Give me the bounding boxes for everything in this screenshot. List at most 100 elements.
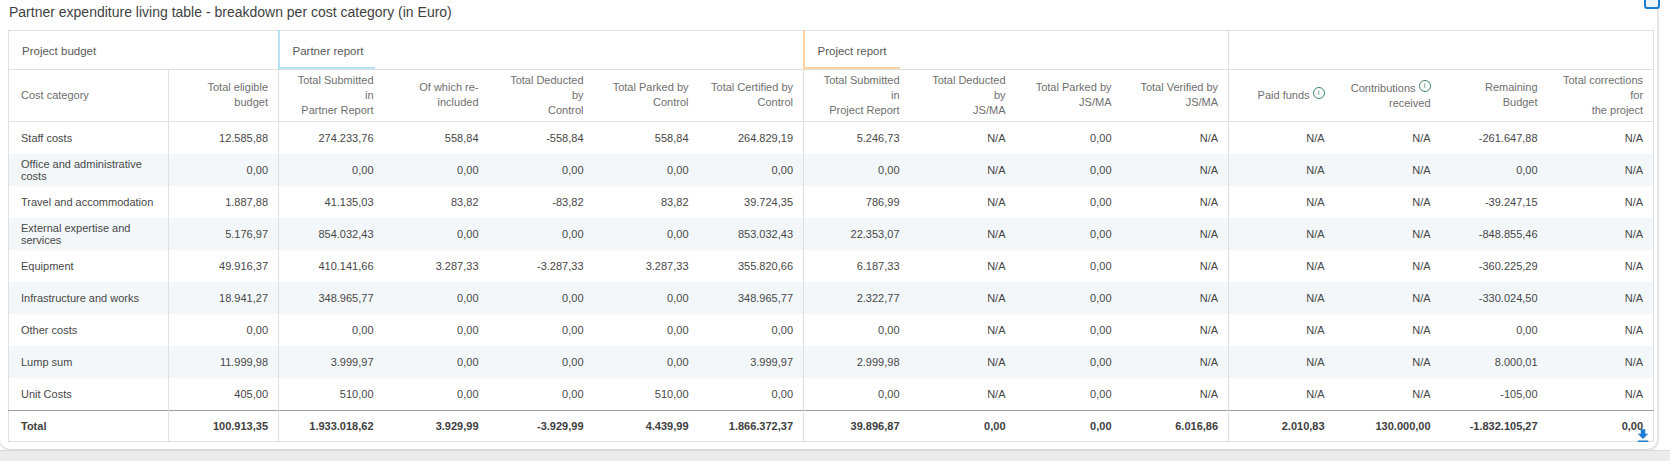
value-cell: -360.225,29 [1441, 250, 1548, 282]
col-header-total-deducted-by-js-ma: Total Deducted byJS/MA [910, 70, 1016, 122]
value-cell: 1.866.372,37 [699, 410, 804, 441]
value-cell: 6.187,33 [804, 250, 910, 282]
cost-category-cell: Total [9, 410, 169, 441]
table-row: Office and administrative costs0,000,000… [9, 154, 1654, 186]
col-header-of-which-re-included: Of which re-included [384, 70, 489, 122]
value-cell: 0,00 [384, 218, 489, 250]
value-cell: -83,82 [489, 186, 594, 218]
value-cell: 0,00 [699, 314, 804, 346]
value-cell: 0,00 [1016, 410, 1122, 441]
value-cell: N/A [1548, 250, 1654, 282]
value-cell: 18.941,27 [169, 282, 279, 314]
value-cell: N/A [1335, 218, 1441, 250]
value-cell: 853.032,43 [699, 218, 804, 250]
cost-category-cell: Equipment [9, 250, 169, 282]
value-cell: N/A [1229, 154, 1335, 186]
page-title: Partner expenditure living table - break… [9, 4, 452, 20]
cost-category-cell: Lump sum [9, 346, 169, 378]
value-cell: N/A [1548, 186, 1654, 218]
value-cell: 0,00 [489, 154, 594, 186]
col-header-total-parked-by-js-ma: Total Parked byJS/MA [1016, 70, 1122, 122]
value-cell: 2.010,83 [1229, 410, 1335, 441]
value-cell: -330.024,50 [1441, 282, 1548, 314]
value-cell: 0,00 [1016, 346, 1122, 378]
value-cell: 0,00 [489, 378, 594, 411]
cost-category-cell: Office and administrative costs [9, 154, 169, 186]
group-label: Partner report [281, 45, 364, 57]
value-cell: N/A [1122, 186, 1229, 218]
value-cell: N/A [1335, 314, 1441, 346]
value-cell: N/A [1229, 250, 1335, 282]
value-cell: N/A [1335, 282, 1441, 314]
value-cell: N/A [910, 314, 1016, 346]
value-cell: 0,00 [1016, 378, 1122, 411]
expenditure-card: Partner expenditure living table - break… [0, 0, 1658, 449]
value-cell: 0,00 [594, 282, 699, 314]
group-underline [804, 67, 900, 70]
cost-category-cell: Staff costs [9, 121, 169, 154]
value-cell: N/A [1229, 314, 1335, 346]
value-cell: -558,84 [489, 121, 594, 154]
cost-category-cell: Unit Costs [9, 378, 169, 411]
value-cell: N/A [1548, 154, 1654, 186]
value-cell: -3.929,99 [489, 410, 594, 441]
value-cell: N/A [1229, 121, 1335, 154]
maximize-icon[interactable] [1644, 0, 1660, 9]
cost-category-cell: Other costs [9, 314, 169, 346]
value-cell: N/A [910, 282, 1016, 314]
value-cell: 0,00 [279, 314, 384, 346]
value-cell: 410.141,66 [279, 250, 384, 282]
table-row: Infrastructure and works18.941,27 348.965… [9, 282, 1654, 314]
value-cell: 0,00 [1441, 314, 1548, 346]
value-cell: N/A [1548, 282, 1654, 314]
value-cell: N/A [1548, 378, 1654, 411]
info-icon[interactable]: i [1419, 80, 1431, 92]
col-header-total-corrections-for-the-project: Total corrections forthe project [1548, 70, 1654, 122]
value-cell: 0,00 [699, 378, 804, 411]
value-cell: N/A [1122, 250, 1229, 282]
table-row: Lump sum11.999,983.999,970,000,000,003.9… [9, 346, 1654, 378]
table-row: External expertise and services5.176,978… [9, 218, 1654, 250]
group-header-project-report: Project report [804, 31, 1229, 70]
value-cell: 12.585,88 [169, 121, 279, 154]
value-cell: 5.246,73 [804, 121, 910, 154]
value-cell: 11.999,98 [169, 346, 279, 378]
group-label [1230, 45, 1242, 57]
value-cell: 0,00 [804, 154, 910, 186]
value-cell: 0,00 [910, 410, 1016, 441]
value-cell: N/A [1335, 250, 1441, 282]
value-cell: N/A [1229, 186, 1335, 218]
value-cell: 6.016,86 [1122, 410, 1229, 441]
value-cell: 0,00 [594, 154, 699, 186]
value-cell: 1.887,88 [169, 186, 279, 218]
value-cell: 854.032,43 [279, 218, 384, 250]
cost-category-cell: Infrastructure and works [9, 282, 169, 314]
value-cell: 83,82 [594, 186, 699, 218]
info-icon[interactable]: i [1313, 87, 1325, 99]
value-cell: N/A [1548, 121, 1654, 154]
value-cell: 5.176,97 [169, 218, 279, 250]
col-header-total-certified-by-control: Total Certified byControl [699, 70, 804, 122]
download-icon[interactable] [1634, 427, 1652, 445]
value-cell: N/A [1229, 346, 1335, 378]
value-cell: 0,00 [384, 378, 489, 411]
value-cell: 348.965,77 [699, 282, 804, 314]
value-cell: 0,00 [699, 154, 804, 186]
col-header-total-verified-by-js-ma: Total Verified byJS/MA [1122, 70, 1229, 122]
table-row: Other costs0,000,000,000,000,000,000,00N… [9, 314, 1654, 346]
value-cell: 22.353,07 [804, 218, 910, 250]
value-cell: N/A [1122, 314, 1229, 346]
value-cell: 405,00 [169, 378, 279, 411]
col-header-paid-funds: Paid fundsi [1229, 70, 1335, 122]
value-cell: 264.829,19 [699, 121, 804, 154]
value-cell: 0,00 [169, 154, 279, 186]
col-header-total-deducted-by-control: Total Deducted byControl [489, 70, 594, 122]
value-cell: -261.647,88 [1441, 121, 1548, 154]
col-header-total-submitted-in-partner-report: Total Submitted inPartner Report [279, 70, 384, 122]
value-cell: 1.933.018,62 [279, 410, 384, 441]
value-cell: 0,00 [384, 346, 489, 378]
value-cell: 355.820,66 [699, 250, 804, 282]
value-cell: N/A [1122, 218, 1229, 250]
value-cell: 2.999,98 [804, 346, 910, 378]
group-label: Project budget [10, 45, 96, 57]
